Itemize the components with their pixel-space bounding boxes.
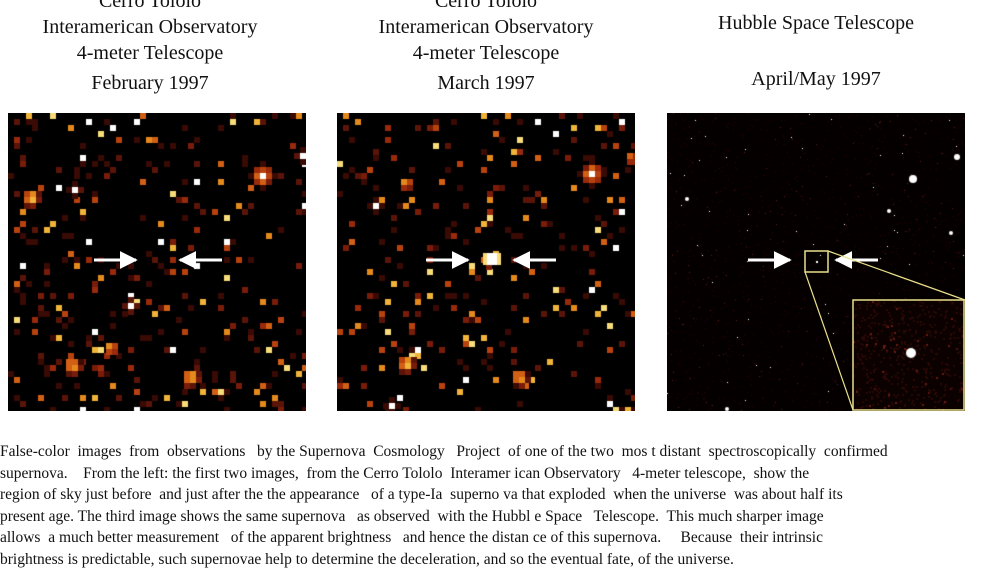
zoom-connector: [805, 272, 853, 410]
caption-line: region of sky just before and just after…: [0, 484, 1000, 506]
caption-line: allows a much better measurement of the …: [0, 527, 1000, 549]
figure-caption: False-color images from observations by …: [0, 441, 1000, 570]
zoom-source-box: [805, 251, 828, 272]
caption-line: supernova. From the left: the first two …: [0, 463, 1000, 485]
zoom-connector: [828, 251, 965, 300]
caption-line: present age. The third image shows the s…: [0, 506, 1000, 528]
caption-line: False-color images from observations by …: [0, 441, 1000, 463]
caption-line: brightness is predictable, such supernov…: [0, 549, 1000, 570]
zoom-inset-box: [853, 300, 964, 410]
